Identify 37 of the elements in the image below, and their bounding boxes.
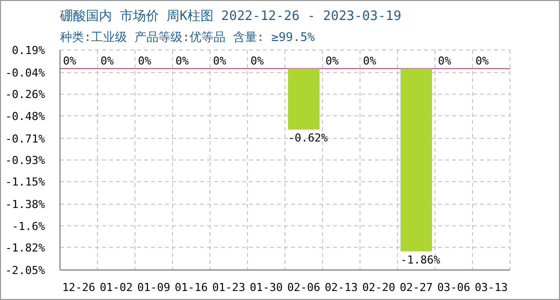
chart-title: 硼酸国内 市场价 周K柱图 2022-12-26 - 2023-03-19 bbox=[59, 9, 402, 24]
x-tick-label: 02-06 bbox=[287, 281, 320, 294]
y-tick-label: -1.6% bbox=[12, 220, 46, 233]
y-tick-label: 0.19% bbox=[12, 44, 46, 57]
y-tick-label: -0.93% bbox=[5, 154, 46, 167]
data-label: 0% bbox=[138, 54, 152, 68]
data-label: 0% bbox=[63, 54, 77, 68]
data-label: -0.62% bbox=[288, 132, 328, 145]
x-tick-label: 01-30 bbox=[250, 281, 283, 294]
x-tick-label: 12-26 bbox=[62, 281, 96, 294]
data-label: 0% bbox=[213, 54, 227, 68]
x-tick-label: 01-09 bbox=[137, 281, 170, 294]
y-tick-label: -1.38% bbox=[5, 198, 46, 212]
x-tick-label: 01-23 bbox=[212, 281, 246, 294]
data-label: 0% bbox=[326, 54, 340, 68]
x-tick-label: 03-13 bbox=[474, 281, 508, 294]
x-tick-label: 01-16 bbox=[174, 281, 208, 294]
data-label: 0% bbox=[363, 54, 377, 68]
y-tick-label: -0.26% bbox=[5, 88, 46, 102]
y-tick-label: -0.71% bbox=[5, 132, 46, 146]
x-tick-label: 02-27 bbox=[400, 281, 433, 294]
y-tick-label: -2.05% bbox=[5, 264, 46, 277]
y-tick-label: -0.04% bbox=[5, 66, 46, 80]
y-tick-label: -1.82% bbox=[5, 241, 46, 254]
data-label: 0% bbox=[250, 54, 264, 68]
x-tick-label: 02-20 bbox=[362, 281, 396, 294]
y-tick-label: -0.48% bbox=[5, 110, 46, 123]
x-tick-label: 02-13 bbox=[324, 281, 358, 294]
chart-subtitle: 种类:工业级 产品等级:优等品 含量: ≥99.5% bbox=[60, 30, 316, 44]
x-tick-label: 03-06 bbox=[437, 281, 470, 294]
y-tick-label: -1.15% bbox=[5, 176, 46, 189]
data-label: -1.86% bbox=[400, 253, 441, 266]
data-label: 0% bbox=[476, 54, 490, 68]
data-label: 0% bbox=[176, 54, 190, 68]
data-label: 0% bbox=[438, 54, 452, 68]
data-label: 0% bbox=[100, 54, 114, 68]
x-tick-label: 01-02 bbox=[100, 281, 133, 294]
